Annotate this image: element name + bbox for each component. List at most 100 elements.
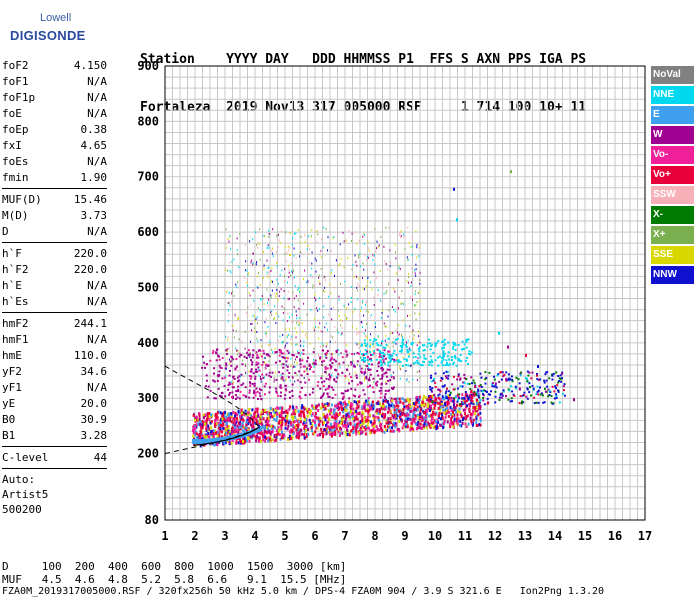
echo-point [233, 418, 236, 422]
echo-point [276, 288, 278, 291]
echo-point [252, 376, 254, 379]
echo-point [265, 332, 267, 335]
echo-point [419, 410, 422, 414]
echo-point [439, 379, 442, 382]
echo-point [452, 347, 454, 350]
echo-point [276, 265, 278, 268]
echo-point [350, 239, 352, 242]
echo-point [389, 355, 392, 358]
echo-point [292, 320, 294, 323]
echo-point [300, 366, 302, 369]
echo-point [297, 425, 299, 429]
echo-point [353, 363, 355, 366]
echo-point [257, 439, 260, 443]
echo-point [362, 300, 364, 303]
echo-point [389, 360, 392, 363]
echo-point [279, 437, 282, 441]
echo-point [381, 414, 383, 418]
echo-point [416, 408, 419, 412]
echo-point [244, 395, 247, 397]
echo-point [328, 378, 331, 381]
echo-point [536, 378, 539, 381]
echo-point [229, 358, 230, 361]
echo-point [333, 236, 335, 238]
echo-point [381, 317, 382, 319]
echo-point [439, 398, 442, 402]
echo-point [259, 309, 261, 312]
echo-point [457, 399, 459, 401]
echo-point [374, 263, 376, 266]
echo-point [463, 377, 466, 380]
echo-point [361, 359, 362, 362]
echo-point [416, 301, 418, 304]
echo-point [348, 397, 351, 400]
echo-point [495, 386, 498, 389]
echo-point [313, 406, 316, 410]
echo-point [234, 394, 237, 397]
echo-point [373, 381, 375, 384]
echo-point [263, 430, 266, 434]
x-tick-label: 9 [401, 529, 408, 543]
echo-point [355, 426, 358, 430]
echo-point [468, 402, 471, 406]
echo-point [271, 249, 273, 252]
echo-point [302, 422, 304, 426]
echo-point [234, 313, 236, 316]
echo-point [390, 404, 393, 408]
autoscaling-info: Auto: Artist5 500200 [2, 472, 107, 517]
echo-point [418, 370, 420, 373]
echo-point [399, 269, 401, 272]
echo-point [205, 422, 208, 426]
echo-point [312, 362, 314, 365]
echo-point [364, 368, 366, 371]
echo-point [424, 418, 427, 422]
echo-point [518, 402, 521, 405]
echo-point [249, 412, 252, 416]
echo-point [477, 393, 480, 397]
echo-point [276, 262, 278, 265]
param-row: C-level 44 [2, 450, 107, 466]
echo-point [260, 410, 263, 414]
echo-point [416, 371, 418, 373]
echo-point [444, 343, 447, 346]
echo-point [356, 417, 359, 421]
echo-point [470, 376, 473, 379]
echo-point [438, 355, 441, 358]
echo-point [260, 376, 261, 378]
echo-point [432, 379, 435, 382]
echo-point [268, 423, 271, 427]
echo-point [462, 418, 464, 422]
echo-point [216, 417, 219, 421]
echo-point [379, 410, 381, 413]
echo-point [275, 435, 278, 439]
echo-point [234, 423, 237, 427]
echo-point [266, 331, 268, 334]
echo-point [442, 422, 445, 425]
echo-point [511, 390, 514, 393]
echo-point [215, 359, 218, 362]
echo-point [361, 407, 364, 411]
echo-point [413, 337, 415, 340]
echo-point [430, 343, 433, 346]
echo-point [202, 413, 205, 417]
echo-point [407, 281, 409, 284]
echo-point [241, 411, 244, 415]
echo-point [267, 364, 269, 367]
echo-point [255, 420, 258, 424]
echo-point [331, 431, 334, 435]
echo-point [384, 393, 387, 396]
echo-point [314, 294, 316, 296]
param-value: 4.150 [73, 59, 107, 72]
echo-point [553, 390, 556, 393]
param-row: foF1 N/A [2, 74, 107, 90]
echo-point [370, 363, 373, 366]
echo-point [260, 439, 263, 443]
echo-point [372, 422, 375, 425]
echo-point [367, 403, 370, 407]
echo-point [365, 425, 368, 429]
echo-point [452, 425, 455, 428]
echo-point [275, 419, 278, 422]
echo-point [343, 304, 345, 307]
echo-point [434, 397, 437, 401]
echo-point [299, 420, 302, 424]
